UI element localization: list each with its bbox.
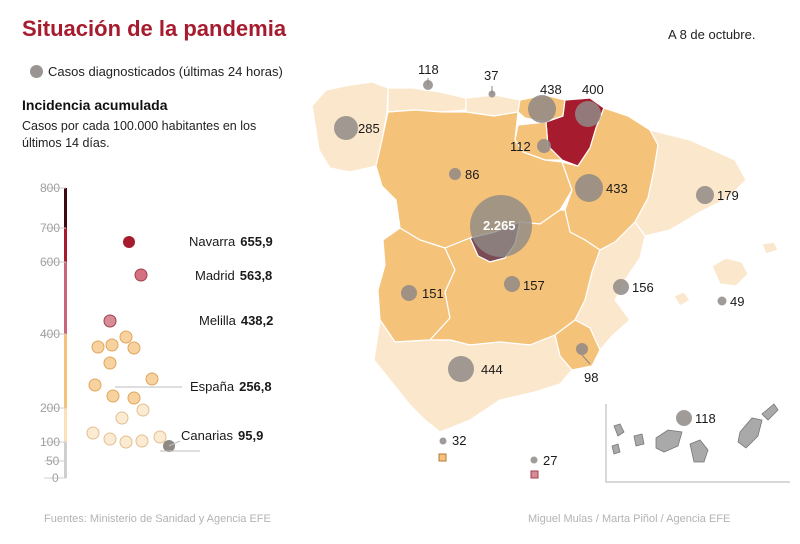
bubble-canarias xyxy=(676,410,692,426)
bubble-murcia xyxy=(576,343,588,355)
bubble-galicia xyxy=(334,116,358,140)
scale-segment-700 xyxy=(64,228,67,262)
dot-region xyxy=(86,426,100,440)
dot-region xyxy=(91,340,105,354)
region-asturias xyxy=(387,87,467,113)
bubble-madrid xyxy=(470,195,532,257)
bubble-castilla-leon xyxy=(449,168,461,180)
cases-melilla: 27 xyxy=(543,453,557,468)
source-footer: Fuentes: Ministerio de Sanidad y Agencia… xyxy=(44,513,271,525)
cases-ceuta: 32 xyxy=(452,433,466,448)
scale-segment-400 xyxy=(64,334,67,408)
tick-800: 800 xyxy=(40,181,60,195)
cases-madrid: 2.265 xyxy=(483,218,516,233)
cases-navarra: 400 xyxy=(582,82,604,97)
cases-cataluna: 179 xyxy=(717,188,739,203)
case-bubbles xyxy=(334,80,727,464)
cases-la-rioja: 112 xyxy=(510,139,531,154)
cases-baleares: 49 xyxy=(730,294,744,309)
dot-region xyxy=(127,341,141,355)
label-espana: España 256,8 xyxy=(190,379,272,394)
dot-navarra xyxy=(123,236,135,248)
dot-region xyxy=(145,372,159,386)
label-madrid: Madrid 563,8 xyxy=(195,268,272,283)
tick-0: 0 xyxy=(52,471,59,485)
tick-200: 200 xyxy=(40,401,60,415)
cases-galicia: 285 xyxy=(358,121,380,136)
bubble-baleares xyxy=(717,296,727,306)
scale-segment-200 xyxy=(64,408,67,442)
cases-aragon: 433 xyxy=(606,181,628,196)
region-cataluna xyxy=(634,129,747,237)
bubble-extremadura xyxy=(401,285,417,301)
dot-region xyxy=(119,435,133,449)
cases-castilla-leon: 86 xyxy=(465,167,479,182)
bubble-pais-vasco xyxy=(528,95,556,123)
cases-canarias: 118 xyxy=(695,411,716,426)
canarias-inset xyxy=(605,403,790,483)
tick-50: 50 xyxy=(46,454,60,468)
dot-region xyxy=(103,432,117,446)
label-melilla: Melilla 438,2 xyxy=(199,313,273,328)
dot-region xyxy=(119,330,133,344)
bubble-cataluna xyxy=(696,186,714,204)
dot-melilla xyxy=(103,314,117,328)
dot-madrid xyxy=(134,268,148,282)
cases-valencia: 156 xyxy=(632,280,654,295)
credit-footer: Miguel Mulas / Marta Piñol / Agencia EFE xyxy=(528,513,731,525)
spain-map xyxy=(311,81,779,433)
legend-label: Casos diagnosticados (últimas 24 horas) xyxy=(48,64,283,79)
bubble-la-rioja xyxy=(537,139,551,153)
incidence-title: Incidencia acumulada xyxy=(22,97,168,113)
tick-400: 400 xyxy=(40,327,60,341)
region-baleares-mallorca xyxy=(711,257,749,287)
cases-castilla-la-mancha: 157 xyxy=(523,278,545,293)
tick-100: 100 xyxy=(40,435,60,449)
cases-murcia: 98 xyxy=(584,370,598,385)
dot-region xyxy=(115,411,129,425)
tick-600: 600 xyxy=(40,255,60,269)
region-baleares-ibiza xyxy=(673,291,691,307)
label-navarra: Navarra 655,9 xyxy=(189,234,273,249)
dot-region xyxy=(106,389,120,403)
bubble-melilla xyxy=(530,456,538,464)
dot-region xyxy=(105,338,119,352)
dot-region xyxy=(136,403,150,417)
tick-700: 700 xyxy=(40,221,60,235)
dot-region xyxy=(127,391,141,405)
date-label: A 8 de octubre. xyxy=(668,27,756,42)
scale-segment-100 xyxy=(64,442,67,478)
dot-region xyxy=(103,356,117,370)
cases-pais-vasco: 438 xyxy=(540,82,562,97)
page-title: Situación de la pandemia xyxy=(22,16,287,41)
region-baleares-menorca xyxy=(761,241,779,255)
dot-region xyxy=(153,430,167,444)
cases-asturias: 118 xyxy=(418,62,439,77)
region-andalucia xyxy=(373,319,573,433)
dot-region xyxy=(135,434,149,448)
cases-andalucia: 444 xyxy=(481,362,503,377)
incidence-subtitle: Casos por cada 100.000 habitantes en los… xyxy=(22,119,257,150)
bubble-legend-icon xyxy=(30,65,43,78)
scale-segment-800 xyxy=(64,188,67,228)
region-ceuta xyxy=(438,453,447,462)
incidence-scale: 800 700 600 400 200 100 50 0 xyxy=(40,181,273,485)
region-melilla xyxy=(530,470,539,479)
cases-extremadura: 151 xyxy=(422,286,444,301)
bubble-valencia xyxy=(613,279,629,295)
bubble-castilla-la-mancha xyxy=(504,276,520,292)
bubble-ceuta xyxy=(439,437,447,445)
bubble-andalucia xyxy=(448,356,474,382)
dot-region xyxy=(88,378,102,392)
legend: Casos diagnosticados (últimas 24 horas) xyxy=(30,64,283,79)
scale-segment-600 xyxy=(64,262,67,334)
bubble-aragon xyxy=(575,174,603,202)
region-valencia xyxy=(574,221,646,351)
label-canarias: Canarias 95,9 xyxy=(181,428,263,443)
cases-cantabria: 37 xyxy=(484,68,498,83)
bubble-navarra xyxy=(575,101,601,127)
